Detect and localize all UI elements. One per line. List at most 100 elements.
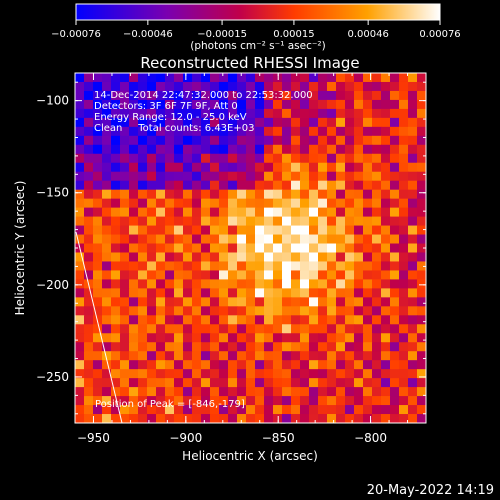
- heatmap-cell: [372, 198, 382, 209]
- heatmap-cell: [156, 90, 166, 101]
- heatmap-cell: [390, 207, 400, 218]
- heatmap-cell: [93, 306, 103, 316]
- heatmap-cell: [120, 153, 130, 164]
- heatmap-cell: [363, 306, 373, 316]
- heatmap-cell: [147, 243, 157, 254]
- heatmap-cell: [129, 414, 139, 423]
- heatmap-cell: [390, 261, 400, 272]
- heatmap-cell: [390, 99, 400, 110]
- heatmap-cell: [138, 189, 148, 200]
- heatmap-cell: [255, 180, 265, 191]
- heatmap-cell: [210, 117, 220, 128]
- heatmap-cell: [111, 207, 121, 218]
- heatmap-cell: [228, 207, 238, 218]
- heatmap-cell: [408, 414, 418, 423]
- heatmap-cell: [399, 90, 409, 101]
- heatmap-cell: [327, 324, 337, 334]
- heatmap-cell: [165, 405, 175, 415]
- heatmap-cell: [255, 234, 265, 245]
- heatmap-cell: [345, 126, 355, 137]
- heatmap-cell: [147, 333, 157, 343]
- heatmap-cell: [246, 144, 256, 155]
- heatmap-cell: [102, 360, 112, 370]
- heatmap-cell: [219, 396, 229, 406]
- heatmap-cell: [363, 378, 373, 388]
- heatmap-cell: [255, 243, 265, 254]
- heatmap-cell: [183, 342, 193, 352]
- heatmap-cell: [165, 108, 175, 119]
- heatmap-cell: [183, 405, 193, 415]
- heatmap-cell: [282, 297, 292, 307]
- heatmap-cell: [345, 297, 355, 307]
- heatmap-cell: [345, 333, 355, 343]
- heatmap-cell: [282, 261, 292, 272]
- heatmap-cell: [93, 288, 103, 298]
- heatmap-cell: [399, 73, 409, 83]
- heatmap-cell: [291, 387, 301, 397]
- heatmap-cell: [75, 90, 85, 101]
- heatmap-cell: [93, 405, 103, 415]
- heatmap-cell: [111, 396, 121, 406]
- heatmap-cell: [282, 189, 292, 200]
- heatmap-cell: [417, 351, 426, 361]
- heatmap-cell: [417, 369, 426, 379]
- heatmap-cell: [336, 342, 346, 352]
- heatmap-cell: [291, 369, 301, 379]
- heatmap-cell: [201, 135, 211, 146]
- heatmap-cell: [345, 189, 355, 200]
- heatmap-cell: [138, 297, 148, 307]
- heatmap-cell: [390, 324, 400, 334]
- heatmap-cell: [264, 414, 274, 423]
- heatmap-cell: [327, 297, 337, 307]
- heatmap-cell: [219, 414, 229, 423]
- heatmap-cell: [183, 162, 193, 173]
- heatmap-cell: [390, 126, 400, 137]
- heatmap-cell: [75, 126, 85, 137]
- heatmap-cell: [354, 198, 364, 209]
- heatmap-cell: [210, 153, 220, 164]
- heatmap-cell: [228, 189, 238, 200]
- heatmap-cell: [354, 162, 364, 173]
- heatmap-cell: [300, 288, 310, 298]
- heatmap-cell: [318, 153, 328, 164]
- heatmap-cell: [75, 153, 85, 164]
- heatmap-cell: [300, 90, 310, 101]
- heatmap-cell: [102, 324, 112, 334]
- heatmap-cell: [111, 153, 121, 164]
- x-tick-label: −850: [262, 431, 295, 445]
- heatmap-cell: [354, 153, 364, 164]
- heatmap-cell: [129, 153, 139, 164]
- heatmap-cell: [408, 73, 418, 83]
- colorbar-tick-label: −0.00015: [197, 29, 247, 40]
- heatmap-cell: [228, 387, 238, 397]
- heatmap-cell: [300, 198, 310, 209]
- heatmap-cell: [408, 315, 418, 325]
- heatmap-cell: [228, 351, 238, 361]
- heatmap-cell: [417, 333, 426, 343]
- heatmap-cell: [390, 144, 400, 155]
- heatmap-cell: [381, 90, 391, 101]
- heatmap-cell: [255, 315, 265, 325]
- heatmap-cell: [93, 126, 103, 137]
- heatmap-cell: [228, 288, 238, 298]
- heatmap-cell: [75, 360, 85, 370]
- heatmap-cell: [174, 387, 184, 397]
- heatmap-cell: [336, 171, 346, 182]
- heatmap-cell: [75, 144, 85, 155]
- heatmap-cell: [102, 234, 112, 245]
- heatmap-cell: [219, 306, 229, 316]
- heatmap-cell: [147, 288, 157, 298]
- heatmap-cell: [75, 252, 85, 263]
- heatmap-cell: [300, 234, 310, 245]
- heatmap-cell: [291, 207, 301, 218]
- heatmap-cell: [291, 243, 301, 254]
- heatmap-cell: [309, 207, 319, 218]
- heatmap-cell: [408, 243, 418, 254]
- heatmap-cell: [264, 171, 274, 182]
- heatmap-cell: [192, 99, 202, 110]
- heatmap-cell: [93, 270, 103, 281]
- heatmap-cell: [381, 162, 391, 173]
- heatmap-cell: [174, 360, 184, 370]
- heatmap-cell: [354, 360, 364, 370]
- heatmap-cell: [165, 189, 175, 200]
